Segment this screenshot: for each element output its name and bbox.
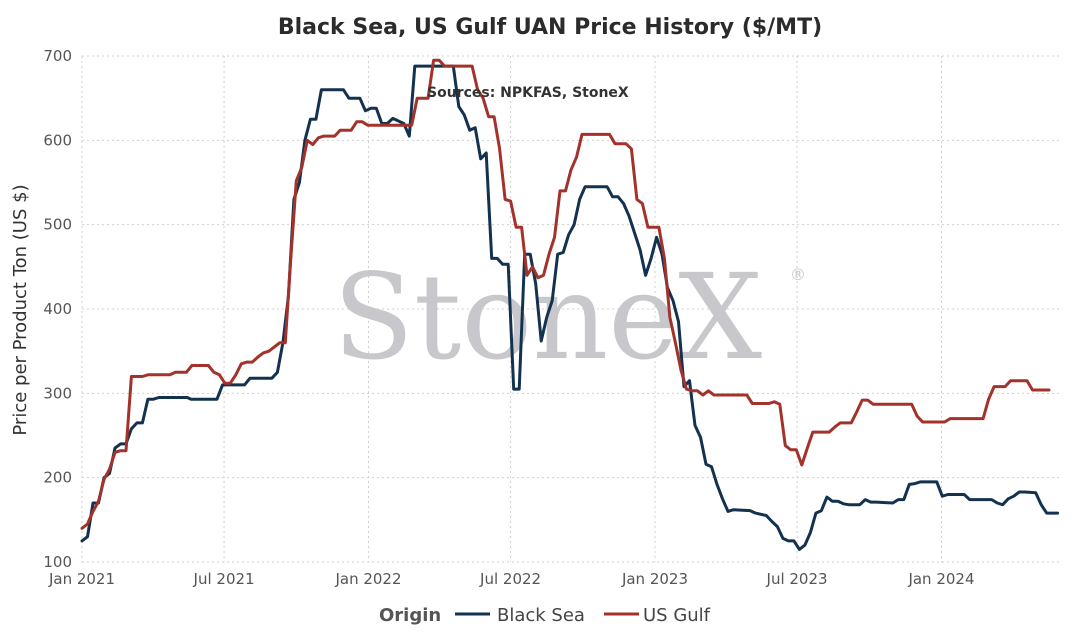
legend-label-black-sea: Black Sea [497, 605, 585, 626]
series-line-black-sea [80, 64, 1060, 551]
watermark: StoneX ® [333, 248, 806, 386]
watermark-registered-mark: ® [790, 265, 806, 284]
x-tick-label: Jan 2021 [48, 570, 115, 588]
series-layer [80, 58, 1060, 551]
legend: Origin Black Sea US Gulf [379, 605, 711, 626]
y-tick-label: 500 [43, 216, 72, 234]
y-tick-label: 400 [43, 300, 72, 318]
x-tick-label: Jan 2022 [334, 570, 401, 588]
legend-title: Origin [379, 605, 441, 626]
x-axis-ticks: Jan 2021 Jul 2021 Jan 2022 Jul 2022 Jan 2023… [48, 570, 975, 588]
y-tick-label: 300 [43, 384, 72, 402]
y-tick-label: 600 [43, 131, 72, 149]
series-line-us-gulf [80, 58, 1051, 530]
x-tick-label: Jul 2021 [193, 570, 255, 588]
x-tick-label: Jan 2024 [907, 570, 974, 588]
y-axis-ticks: 100 200 300 400 500 600 700 [43, 47, 72, 571]
x-tick-label: Jan 2023 [621, 570, 688, 588]
source-note: Sources: NPKFAS, StoneX [427, 85, 629, 101]
chart-title: Black Sea, US Gulf UAN Price History ($/… [278, 15, 822, 40]
x-tick-label: Jul 2022 [479, 570, 541, 588]
grid-lines [81, 55, 1060, 563]
y-tick-label: 700 [43, 47, 72, 65]
y-tick-label: 100 [43, 553, 72, 571]
legend-label-us-gulf: US Gulf [643, 605, 711, 626]
y-axis-label: Price per Product Ton (US $) [10, 184, 31, 435]
x-tick-label: Jul 2023 [766, 570, 828, 588]
y-tick-label: 200 [43, 469, 72, 487]
